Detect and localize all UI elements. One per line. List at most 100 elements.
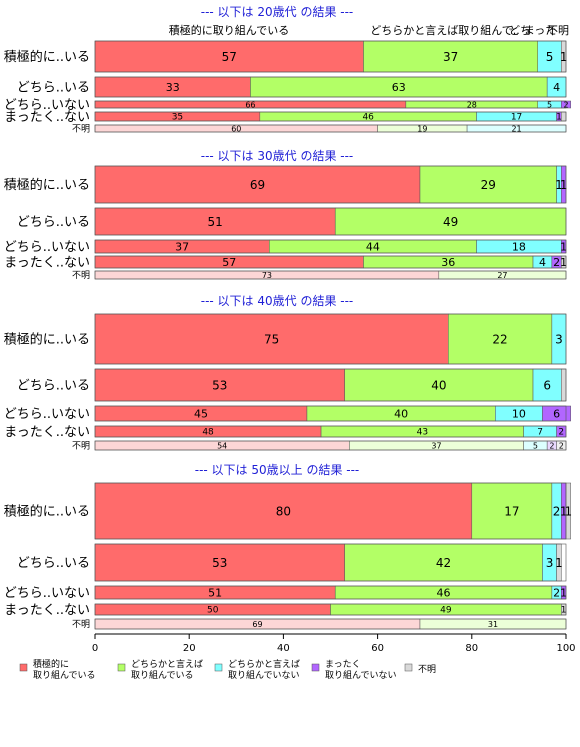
- legend-label-line: どちらかと言えば: [131, 658, 203, 670]
- data-label: 31: [488, 620, 498, 629]
- data-label: 1: [565, 504, 573, 518]
- data-label: 46: [437, 586, 451, 599]
- bar-outline: [94, 207, 567, 236]
- data-label: 40: [431, 378, 446, 392]
- bar-segment: [94, 40, 364, 73]
- row-label: 不明: [72, 270, 90, 281]
- x-tick-label: 0: [92, 643, 98, 654]
- data-label: 54: [217, 441, 227, 450]
- bar-outline: [94, 603, 567, 616]
- bar-segment: [94, 543, 345, 582]
- data-label: 46: [362, 113, 374, 123]
- data-label: 51: [208, 586, 222, 599]
- legend-swatch: [117, 663, 126, 672]
- bar-segment: [344, 543, 543, 582]
- data-label: 6: [553, 407, 560, 420]
- bar-outline: [94, 255, 567, 269]
- data-label: 37: [431, 441, 441, 450]
- data-label: 1: [560, 256, 567, 269]
- legend-label-line: どちらかと言えば: [228, 658, 300, 670]
- data-label: 57: [222, 50, 237, 64]
- legend-label: どちらかと言えば取り組んでいない: [228, 658, 300, 681]
- data-label: 4: [553, 81, 560, 94]
- bar-segment: [334, 207, 567, 236]
- bar-outline: [94, 40, 567, 73]
- column-header: 不明: [547, 24, 569, 37]
- data-label: 18: [512, 240, 526, 253]
- data-label: 49: [443, 215, 458, 229]
- data-label: 3: [555, 332, 563, 346]
- data-label: 37: [175, 240, 189, 253]
- row-label: 不明: [72, 441, 90, 452]
- data-label: 28: [467, 100, 477, 109]
- legend-label-line: 取り組んでいない: [228, 669, 300, 681]
- column-header: どちらかと言えば取り組んで..: [370, 24, 519, 37]
- data-label: 1: [556, 113, 562, 123]
- data-label: 57: [222, 256, 236, 269]
- legend-label: 積極的に取り組んでいる: [33, 658, 96, 681]
- legend-label-line: 取り組んでいる: [131, 669, 194, 681]
- data-label: 17: [511, 113, 522, 123]
- row-label: どちら..いる: [17, 81, 90, 96]
- data-label: 2: [549, 441, 554, 450]
- data-label: 53: [212, 556, 227, 570]
- data-label: 44: [366, 240, 380, 253]
- row-label: 積極的に..いる: [4, 49, 90, 65]
- legend-label-line: 不明: [418, 664, 436, 675]
- data-label: 1: [560, 178, 568, 192]
- bar-outline: [94, 440, 567, 451]
- bar-segment: [94, 313, 449, 365]
- bar-outline: [94, 425, 567, 438]
- row-label: 積極的に..いる: [4, 504, 90, 520]
- legend-swatch: [214, 663, 223, 672]
- legend-label-line: 積極的に: [33, 658, 69, 670]
- data-label: 60: [231, 124, 241, 133]
- data-label: 1: [555, 178, 563, 192]
- legend-label: 不明: [418, 664, 436, 675]
- data-label: 2: [559, 441, 564, 450]
- panel-title: --- 以下は 40歳代 の結果 ---: [201, 294, 354, 308]
- row-label: どちら..いる: [17, 379, 90, 394]
- row-label: 不明: [72, 619, 90, 630]
- row-label: まったく..ない: [4, 110, 90, 125]
- bar-outline: [94, 618, 567, 630]
- bar-outline: [94, 405, 567, 422]
- row-label: 不明: [72, 124, 90, 135]
- legend-label-line: まったく: [325, 659, 361, 670]
- data-label: 2: [553, 504, 561, 518]
- data-label: 22: [492, 332, 507, 346]
- bar-segment: [532, 368, 562, 402]
- data-label: 2: [558, 428, 564, 438]
- data-label: 51: [207, 215, 222, 229]
- row-label: どちら..いる: [17, 215, 90, 230]
- data-label: 1: [560, 586, 567, 599]
- bar-segment: [419, 165, 557, 204]
- column-header: どち: [509, 24, 531, 37]
- data-label: 66: [245, 100, 255, 109]
- x-tick-label: 60: [371, 643, 384, 654]
- legend-swatch: [311, 663, 320, 672]
- bar-outline: [94, 111, 567, 122]
- x-tick-label: 40: [277, 643, 290, 654]
- row-label: どちら..いない: [4, 98, 90, 113]
- data-label: 19: [417, 124, 427, 133]
- data-label: 50: [207, 606, 219, 616]
- row-label: どちら..いない: [4, 407, 90, 422]
- bar-outline: [94, 482, 567, 540]
- data-label: 63: [392, 81, 406, 94]
- bar-outline: [94, 165, 567, 204]
- data-label: 10: [512, 407, 526, 420]
- data-label: 36: [441, 256, 455, 269]
- x-tick-label: 80: [465, 643, 478, 654]
- data-label: 75: [264, 332, 279, 346]
- bar-segment: [94, 482, 473, 540]
- x-tick-label: 100: [556, 643, 575, 654]
- bar-segment: [94, 368, 345, 402]
- bar-outline: [94, 543, 567, 582]
- data-label: 48: [202, 428, 214, 438]
- data-label: 3: [546, 556, 554, 570]
- data-label: 4: [539, 256, 546, 269]
- data-label: 7: [537, 428, 543, 438]
- legend-label: どちらかと言えば取り組んでいる: [131, 658, 203, 681]
- row-label: 積極的に..いる: [4, 332, 90, 348]
